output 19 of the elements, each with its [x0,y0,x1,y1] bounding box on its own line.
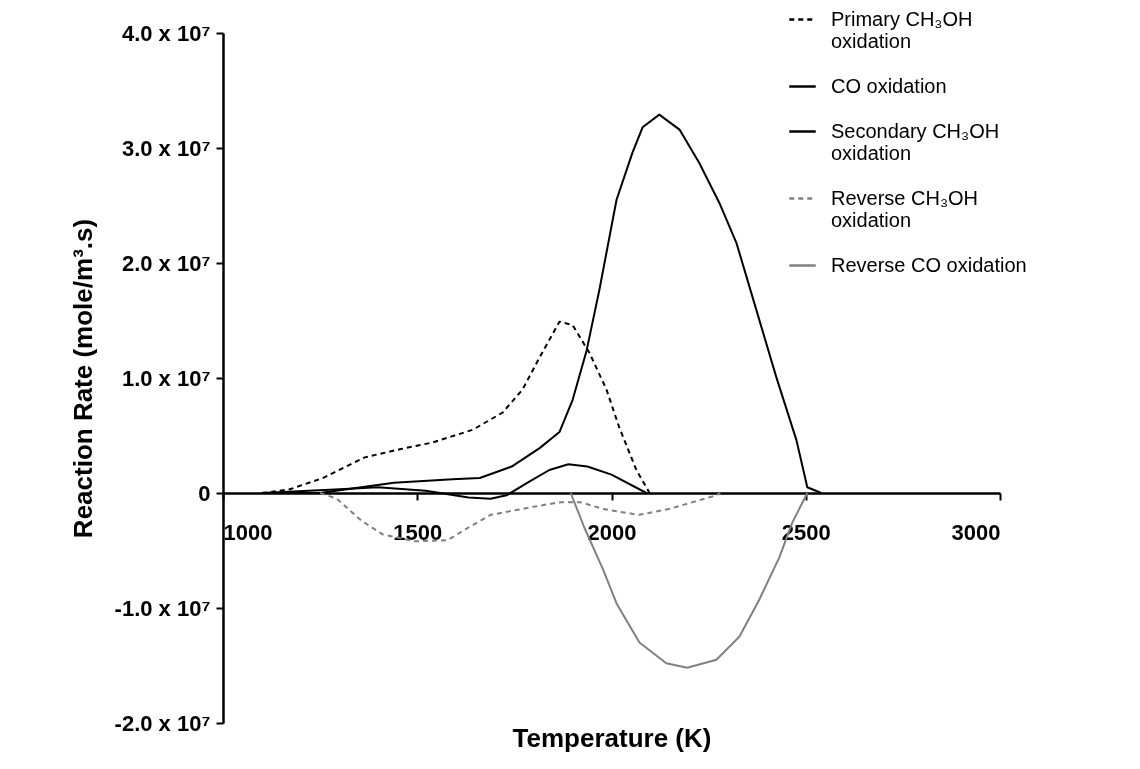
y-tick-label: -2.0 x 10⁷ [114,710,211,736]
y-tick-label: 0 [198,480,211,506]
x-tick-label: 2500 [781,519,831,545]
x-tick-label: 1000 [223,519,273,545]
y-tick-label: 3.0 x 10⁷ [121,135,211,161]
x-tick-label: 2000 [587,519,637,545]
legend-label: CO oxidation [831,74,947,97]
legend-label: Secondary CH₃OH oxidation [831,119,1000,164]
legend-label: Primary CH₃OH oxidation [831,7,973,52]
x-tick-label: 3000 [951,519,1001,545]
y-tick-label: 2.0 x 10⁷ [121,250,211,276]
y-tick-label: -1.0 x 10⁷ [114,595,211,621]
legend-label: Reverse CO oxidation [831,253,1027,276]
y-tick-label: 4.0 x 10⁷ [121,20,211,46]
y-tick-label: 1.0 x 10⁷ [121,365,211,391]
legend-label: Reverse CH₃OH oxidation [831,186,979,231]
y-axis-title: Reaction Rate (mole/m³.s) [67,218,98,539]
x-tick-label: 1500 [393,519,443,545]
x-axis-title: Temperature (K) [512,722,712,753]
